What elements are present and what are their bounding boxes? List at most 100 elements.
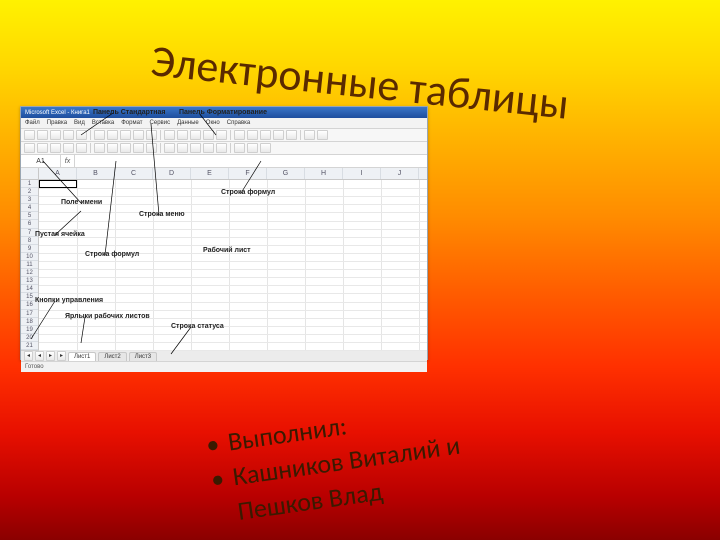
toolbar-button xyxy=(76,130,87,140)
row-header: 9 xyxy=(21,245,38,253)
annotation-label: Пустая ячейка xyxy=(35,231,85,238)
toolbar-button xyxy=(190,143,201,153)
toolbar-button xyxy=(146,130,157,140)
toolbar-button xyxy=(203,143,214,153)
toolbar-button xyxy=(216,130,227,140)
toolbar-button xyxy=(94,130,105,140)
formula-input xyxy=(75,155,427,167)
toolbar-button xyxy=(107,143,118,153)
row-header: 11 xyxy=(21,261,38,269)
toolbar-button xyxy=(177,130,188,140)
annotation-label: Строка меню xyxy=(139,211,185,218)
annotation-label: Ярлыки рабочих листов xyxy=(65,313,150,320)
sheet-tab: Лист3 xyxy=(129,352,157,361)
toolbar-button xyxy=(260,143,271,153)
sheet-tab: Лист2 xyxy=(98,352,126,361)
active-cell xyxy=(39,180,77,188)
row-header: 18 xyxy=(21,318,38,326)
menu-item: Справка xyxy=(227,120,251,126)
toolbar-button xyxy=(133,130,144,140)
toolbar-button xyxy=(164,130,175,140)
menu-item: Данные xyxy=(177,120,199,126)
annotation-label: Строка статуса xyxy=(171,323,224,330)
toolbar-button xyxy=(50,143,61,153)
menu-item: Вид xyxy=(74,120,85,126)
tab-nav-button: ◂ xyxy=(24,351,33,361)
column-header: J xyxy=(381,168,419,179)
row-header: 2 xyxy=(21,188,38,196)
toolbar-button xyxy=(24,143,35,153)
row-header: 12 xyxy=(21,269,38,277)
toolbar-standard xyxy=(21,129,427,142)
name-box: A1 xyxy=(21,155,61,167)
annotation-label: Поле имени xyxy=(61,199,102,206)
tab-nav-button: ◂ xyxy=(35,351,44,361)
authors-block: •Выполнил: •Кашников Виталий и Пешков Вл… xyxy=(204,393,467,532)
toolbar-button xyxy=(273,130,284,140)
tab-nav-button: ▸ xyxy=(46,351,55,361)
toolbar-button xyxy=(286,130,297,140)
fx-icon: fx xyxy=(61,155,75,167)
annotation-label: Кнопки управления xyxy=(35,297,103,304)
row-header: 3 xyxy=(21,196,38,204)
column-header: E xyxy=(191,168,229,179)
toolbar-button xyxy=(120,143,131,153)
toolbar-button xyxy=(107,130,118,140)
annotation-label: Рабочий лист xyxy=(203,247,251,254)
toolbar-button xyxy=(234,130,245,140)
toolbar-button xyxy=(146,143,157,153)
toolbar-button xyxy=(37,130,48,140)
toolbar-button xyxy=(247,143,258,153)
menu-item: Окно xyxy=(206,120,220,126)
toolbar-button xyxy=(216,143,227,153)
column-header: B xyxy=(77,168,115,179)
toolbar-button xyxy=(190,130,201,140)
annotation-label: Строка формул xyxy=(221,189,275,196)
row-headers: 123456789101112131415161718192021 xyxy=(21,168,39,350)
toolbar-button xyxy=(177,143,188,153)
formula-bar: A1 fx xyxy=(21,155,427,168)
row-header: 4 xyxy=(21,204,38,212)
column-header: D xyxy=(153,168,191,179)
column-header: C xyxy=(115,168,153,179)
row-header: 21 xyxy=(21,342,38,350)
column-headers: ABCDEFGHIJ xyxy=(39,168,427,180)
tab-nav-button: ▸ xyxy=(57,351,66,361)
toolbar-button xyxy=(37,143,48,153)
menu-item: Файл xyxy=(25,120,40,126)
row-header: 10 xyxy=(21,253,38,261)
toolbar-button xyxy=(164,143,175,153)
select-all-corner xyxy=(21,168,38,180)
toolbar-formatting xyxy=(21,142,427,155)
toolbar-button xyxy=(317,130,328,140)
bullet-spacer xyxy=(217,520,239,523)
toolbar-button xyxy=(63,143,74,153)
spreadsheet-figure: Microsoft Excel - Книга1 ФайлПравкаВидВс… xyxy=(20,106,428,360)
status-text: Готово xyxy=(25,364,44,370)
status-bar: Готово xyxy=(21,361,427,372)
toolbar-button xyxy=(94,143,105,153)
sheet-tab: Лист1 xyxy=(68,352,96,361)
row-header: 5 xyxy=(21,212,38,220)
row-header: 14 xyxy=(21,285,38,293)
toolbar-button xyxy=(304,130,315,140)
annotation-label: Строка формул xyxy=(85,251,139,258)
toolbar-button xyxy=(63,130,74,140)
row-header: 1 xyxy=(21,180,38,188)
row-header: 20 xyxy=(21,334,38,342)
row-header: 6 xyxy=(21,220,38,228)
sheet-tabs: ◂◂▸▸Лист1Лист2Лист3 xyxy=(21,350,427,361)
column-header: H xyxy=(305,168,343,179)
toolbar-button xyxy=(76,143,87,153)
toolbar-button xyxy=(120,130,131,140)
window-title: Microsoft Excel - Книга1 xyxy=(25,110,90,116)
menu-item: Формат xyxy=(121,120,142,126)
menu-item: Сервис xyxy=(150,120,171,126)
menubar: ФайлПравкаВидВставкаФорматСервисДанныеОк… xyxy=(21,118,427,129)
menu-item: Правка xyxy=(47,120,67,126)
toolbar-button xyxy=(24,130,35,140)
column-header: I xyxy=(343,168,381,179)
toolbar-button xyxy=(50,130,61,140)
annotation-label: Панель Стандартная xyxy=(93,109,166,116)
row-header: 17 xyxy=(21,310,38,318)
